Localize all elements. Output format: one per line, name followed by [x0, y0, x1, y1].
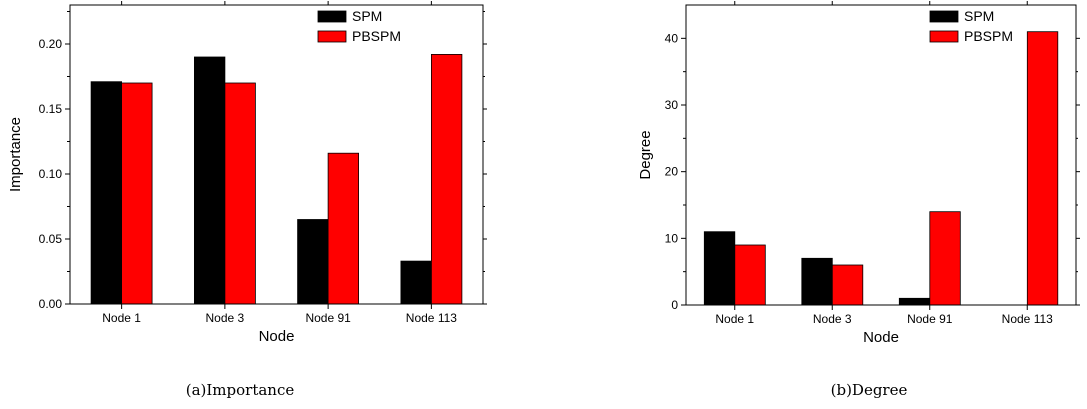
- y-tick-label: 0.10: [39, 167, 63, 181]
- y-tick-label: 0.20: [39, 37, 63, 51]
- y-tick-label: 0.15: [39, 102, 63, 116]
- x-tick-label: Node 91: [907, 312, 953, 326]
- legend-swatch-pbspm: [929, 30, 959, 43]
- bar-spm-3: [400, 260, 432, 305]
- bar-spm-1: [801, 257, 833, 306]
- y-tick-label: 40: [665, 31, 679, 45]
- y-axis-title: Importance: [7, 117, 24, 192]
- y-tick-label: 0.05: [39, 232, 63, 246]
- x-axis-title: Node: [259, 328, 295, 345]
- x-tick-label: Node 1: [102, 311, 141, 325]
- bar-pbspm-3: [1026, 31, 1059, 306]
- bar-spm-0: [90, 81, 122, 305]
- y-tick-label: 30: [665, 98, 679, 112]
- legend-swatch-spm: [317, 10, 347, 23]
- panel-caption: (b)Degree: [831, 381, 908, 399]
- legend-label-spm: SPM: [964, 8, 994, 24]
- y-tick-label: 20: [665, 165, 679, 179]
- x-tick-label: Node 1: [715, 312, 754, 326]
- bar-pbspm-1: [224, 82, 256, 305]
- legend-label-spm: SPM: [352, 8, 382, 24]
- bar-spm-2: [297, 219, 329, 305]
- chart-panel-0: 0.00 0.05 0.10 0.15 0.20 Node 1 Node 3 Node 91 N…: [7, 1, 487, 399]
- y-tick-label: 0.00: [39, 297, 63, 311]
- legend-swatch-pbspm: [317, 30, 347, 43]
- bar-pbspm-2: [327, 152, 360, 305]
- x-tick-label: Node 3: [206, 311, 245, 325]
- y-tick-label: 10: [665, 231, 679, 245]
- x-tick-label: Node 3: [813, 312, 852, 326]
- bar-pbspm-0: [121, 82, 153, 305]
- x-tick-label: Node 113: [1002, 312, 1053, 326]
- bar-pbspm-2: [929, 211, 961, 306]
- y-tick-label: 0: [671, 298, 678, 312]
- bar-pbspm-3: [430, 54, 463, 305]
- x-axis-title: Node: [863, 329, 899, 346]
- bar-spm-0: [703, 231, 736, 306]
- bar-pbspm-0: [734, 244, 766, 306]
- plot-frame: [69, 4, 484, 305]
- legend-label-pbspm: PBSPM: [352, 28, 401, 44]
- bar-spm-1: [193, 56, 226, 305]
- y-axis-title: Degree: [637, 130, 654, 179]
- x-tick-label: Node 91: [305, 311, 351, 325]
- chart-panel-1: 0 10 20 30 40 Node 1 Node 3 Node 91 Node 113 Node…: [637, 1, 1080, 399]
- legend-swatch-spm: [929, 10, 959, 23]
- x-tick-label: Node 113: [406, 311, 457, 325]
- plot-frame: [685, 4, 1077, 306]
- bar-spm-2: [898, 297, 931, 306]
- bar-pbspm-1: [831, 264, 864, 306]
- legend-label-pbspm: PBSPM: [964, 28, 1013, 44]
- panel-caption: (a)Importance: [186, 381, 295, 399]
